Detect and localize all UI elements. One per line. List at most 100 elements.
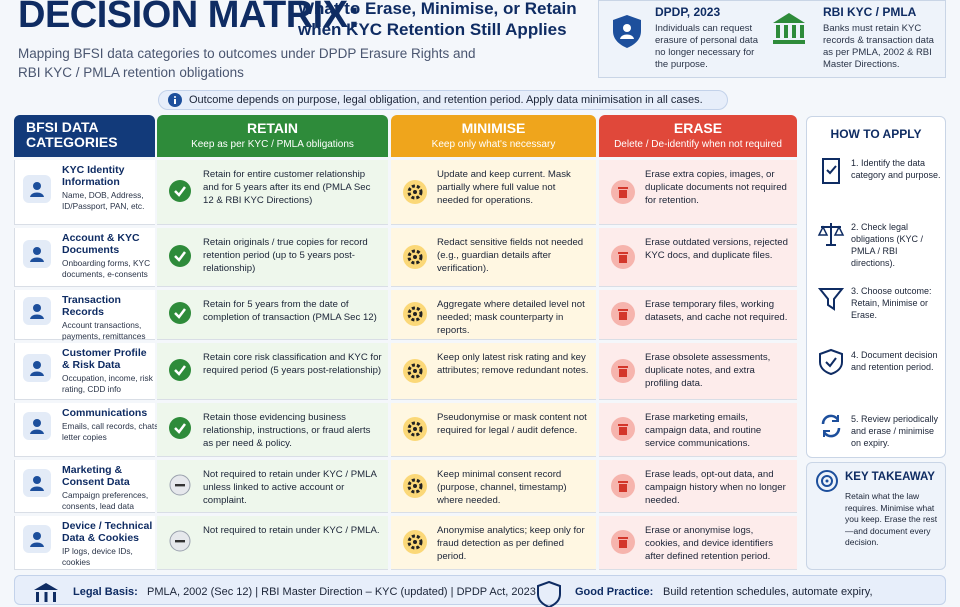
category-name: Transaction Records — [62, 294, 121, 318]
minimise-text: Aggregate where detailed level not neede… — [437, 299, 585, 336]
table-cell: Erase or anonymise logs, cookies, and de… — [599, 516, 797, 570]
status-icon — [611, 358, 635, 387]
table-cell: Pseudonymise or mask content not require… — [391, 403, 596, 457]
table-cell: Retain those evidencing business relatio… — [157, 403, 388, 457]
table-cell: Marketing & Consent Data Campaign prefere… — [14, 460, 155, 513]
law-title: DPDP, 2023 — [655, 5, 721, 19]
title-rest: What to Erase, Minimise, or Retain when … — [298, 0, 577, 39]
status-icon — [611, 244, 635, 273]
practice-icon — [537, 581, 561, 607]
note-bar: Outcome depends on purpose, legal obliga… — [158, 90, 728, 110]
table-cell: Erase extra copies, images, or duplicate… — [599, 160, 797, 225]
category-examples: Occupation, income, risk rating, CDD inf… — [62, 373, 153, 394]
law-text: Banks must retain KYC records & transact… — [823, 23, 934, 70]
category-icon — [23, 297, 51, 329]
law-text: Individuals can request erasure of perso… — [655, 23, 758, 70]
status-icon — [611, 530, 635, 558]
status-icon — [169, 417, 191, 443]
erase-text: Erase or anonymise logs, cookies, and de… — [645, 525, 773, 562]
retain-text: Retain for 5 years from the date of comp… — [203, 299, 377, 323]
column-header: ERASE Delete / De-identify when not requi… — [599, 115, 797, 157]
practice-label: Good Practice: — [575, 586, 654, 598]
category-icon — [23, 525, 51, 557]
status-icon — [169, 179, 191, 206]
shield-icon — [613, 15, 641, 48]
law-box: DPDP, 2023 Individuals can request erasu… — [598, 0, 946, 78]
table-cell: Redact sensitive fields not needed (e.g.… — [391, 228, 596, 287]
column-title: RETAIN — [246, 120, 299, 136]
step-icon — [817, 283, 845, 318]
column-title: MINIMISE — [461, 120, 526, 136]
info-icon — [168, 93, 182, 107]
table-cell: Keep minimal consent record (purpose, ch… — [391, 460, 596, 513]
target-icon — [816, 470, 838, 492]
category-examples: IP logs, device IDs, cookies — [62, 546, 133, 567]
minimise-text: Keep minimal consent record (purpose, ch… — [437, 469, 567, 506]
step-icon — [817, 219, 845, 254]
table-cell: Update and keep current. Mask partially … — [391, 160, 596, 225]
legal-label: Legal Basis: — [73, 586, 138, 598]
erase-text: Erase temporary files, working datasets,… — [645, 299, 788, 323]
category-examples: Emails, call records, chats, letter copi… — [62, 421, 161, 442]
takeaway-text: Retain what the law requires. Minimise w… — [845, 491, 938, 547]
table-cell: Retain originals / true copies for recor… — [157, 228, 388, 287]
category-name: Device / Technical Data & Cookies — [62, 520, 153, 544]
column-subtitle: Delete / De-identify when not required — [614, 139, 782, 150]
erase-text: Erase outdated versions, rejected KYC do… — [645, 237, 788, 261]
legal-icon — [34, 583, 58, 602]
table-cell: Anonymise analytics; keep only for fraud… — [391, 516, 596, 570]
category-name: Marketing & Consent Data — [62, 464, 130, 488]
legal-text: PMLA, 2002 (Sec 12) | RBI Master Directi… — [147, 586, 536, 598]
erase-text: Erase marketing emails, campaign data, a… — [645, 412, 762, 449]
status-icon — [403, 179, 427, 208]
category-icon — [23, 353, 51, 386]
category-icon — [23, 174, 51, 207]
table-cell: Erase outdated versions, rejected KYC do… — [599, 228, 797, 287]
category-name: Communications — [62, 407, 148, 419]
status-icon — [403, 358, 427, 387]
title: DECISION MATRIX: — [18, 0, 360, 36]
status-icon — [403, 302, 427, 330]
table-cell: Keep only latest risk rating and key att… — [391, 343, 596, 400]
takeaway: KEY TAKEAWAY Retain what the law require… — [806, 462, 946, 570]
category-name: Account & KYC Documents — [62, 232, 140, 256]
table-cell: Not required to retain under KYC / PMLA. — [157, 516, 388, 570]
table-cell: Aggregate where detailed level not neede… — [391, 290, 596, 340]
step-text: 5. Review periodically and erase / minim… — [851, 414, 939, 448]
bank-icon — [773, 13, 805, 44]
column-title: ERASE — [673, 120, 723, 136]
category-icon — [23, 412, 51, 444]
status-icon — [403, 244, 427, 273]
column-header: RETAIN Keep as per KYC / PMLA obligations — [157, 115, 388, 157]
category-examples: Name, DOB, Address, ID/Passport, PAN, et… — [62, 190, 145, 211]
step-icon — [817, 347, 845, 382]
table-cell: Communications Emails, call records, chat… — [14, 403, 161, 457]
erase-text: Erase extra copies, images, or duplicate… — [645, 169, 787, 206]
category-examples: Account transactions, payments, remittan… — [62, 320, 146, 341]
status-icon — [611, 473, 635, 502]
table-cell: Customer Profile & Risk Data Occupation, … — [14, 343, 155, 400]
step-text: 2. Check legal obligations (KYC / PMLA /… — [851, 222, 924, 268]
table-cell: Account & KYC Documents Onboarding forms,… — [14, 228, 155, 287]
category-examples: Campaign preferences, consents, lead dat… — [62, 490, 149, 511]
step-text: 4. Document decision and retention perio… — [851, 350, 938, 372]
status-icon — [403, 473, 427, 502]
table-cell: Erase obsolete assessments, duplicate no… — [599, 343, 797, 400]
retain-text: Retain those evidencing business relatio… — [203, 412, 371, 449]
table-cell: Transaction Records Account transactions,… — [14, 290, 155, 341]
column-header: BFSI DATA CATEGORIES — [14, 115, 155, 157]
step-icon — [817, 411, 845, 446]
erase-text: Erase leads, opt-out data, and campaign … — [645, 469, 786, 506]
step-text: 1. Identify the data category and purpos… — [851, 158, 941, 180]
table-cell: Device / Technical Data & Cookies IP logs… — [14, 516, 155, 570]
status-icon — [169, 244, 191, 271]
note-text: Outcome depends on purpose, legal obliga… — [189, 94, 703, 106]
how-to-apply: HOW TO APPLY 1. Identify the data catego… — [806, 116, 946, 458]
retain-text: Retain originals / true copies for recor… — [203, 237, 368, 274]
footer: Legal Basis: PMLA, 2002 (Sec 12) | RBI M… — [14, 575, 946, 607]
table-cell: Erase marketing emails, campaign data, a… — [599, 403, 797, 457]
minimise-text: Anonymise analytics; keep only for fraud… — [437, 525, 585, 562]
erase-text: Erase obsolete assessments, duplicate no… — [645, 352, 771, 389]
status-icon — [169, 302, 191, 328]
